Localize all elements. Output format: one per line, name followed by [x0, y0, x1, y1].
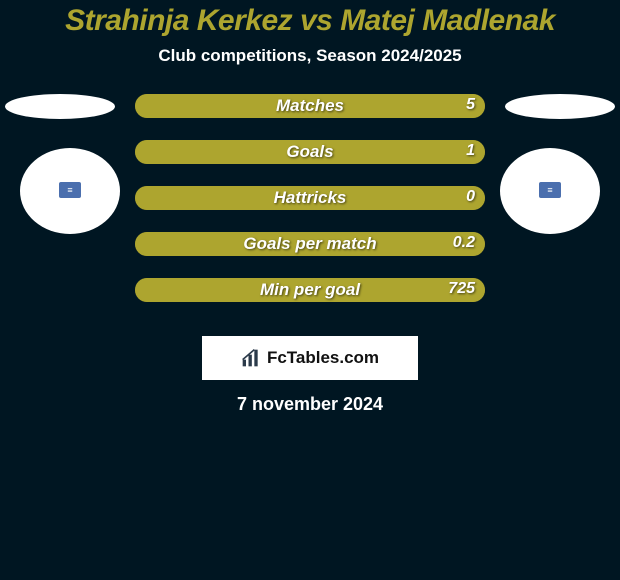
bar-label: Goals: [135, 142, 485, 162]
bar-label: Goals per match: [135, 234, 485, 254]
stat-row: Matches5: [135, 94, 485, 118]
stat-row: Goals1: [135, 140, 485, 164]
bar-value: 0.2: [453, 234, 475, 252]
player-right-circle: ≡: [500, 148, 600, 234]
brand-box: FcTables.com: [202, 336, 418, 380]
brand-chart-icon: [241, 348, 261, 368]
player-right-ellipse: [505, 94, 615, 119]
bars-group: Matches5Goals1Hattricks0Goals per match0…: [135, 94, 485, 324]
bar-value: 1: [466, 142, 475, 160]
bar-value: 0: [466, 188, 475, 206]
badge-icon: ≡: [67, 185, 72, 195]
stat-row: Goals per match0.2: [135, 232, 485, 256]
player-left-ellipse: [5, 94, 115, 119]
snapshot-date: 7 november 2024: [0, 394, 620, 415]
chart-area: ≡ ≡ Matches5 Goals1 Hattricks0 Goals per ma…: [0, 94, 620, 324]
badge-icon: ≡: [547, 185, 552, 195]
player-left-badge: ≡: [59, 182, 81, 198]
player-right-badge: ≡: [539, 182, 561, 198]
bar-label: Matches: [135, 96, 485, 116]
bar-label: Hattricks: [135, 188, 485, 208]
stats-compare-card: Strahinja Kerkez vs Matej Madlenak Club …: [0, 0, 620, 415]
brand-text: FcTables.com: [267, 348, 379, 368]
page-title: Strahinja Kerkez vs Matej Madlenak: [0, 4, 620, 38]
stat-row: Min per goal725: [135, 278, 485, 302]
bar-value: 725: [448, 280, 475, 298]
bar-value: 5: [466, 96, 475, 114]
stat-row: Hattricks0: [135, 186, 485, 210]
bar-label: Min per goal: [135, 280, 485, 300]
page-subtitle: Club competitions, Season 2024/2025: [0, 46, 620, 66]
player-left-circle: ≡: [20, 148, 120, 234]
